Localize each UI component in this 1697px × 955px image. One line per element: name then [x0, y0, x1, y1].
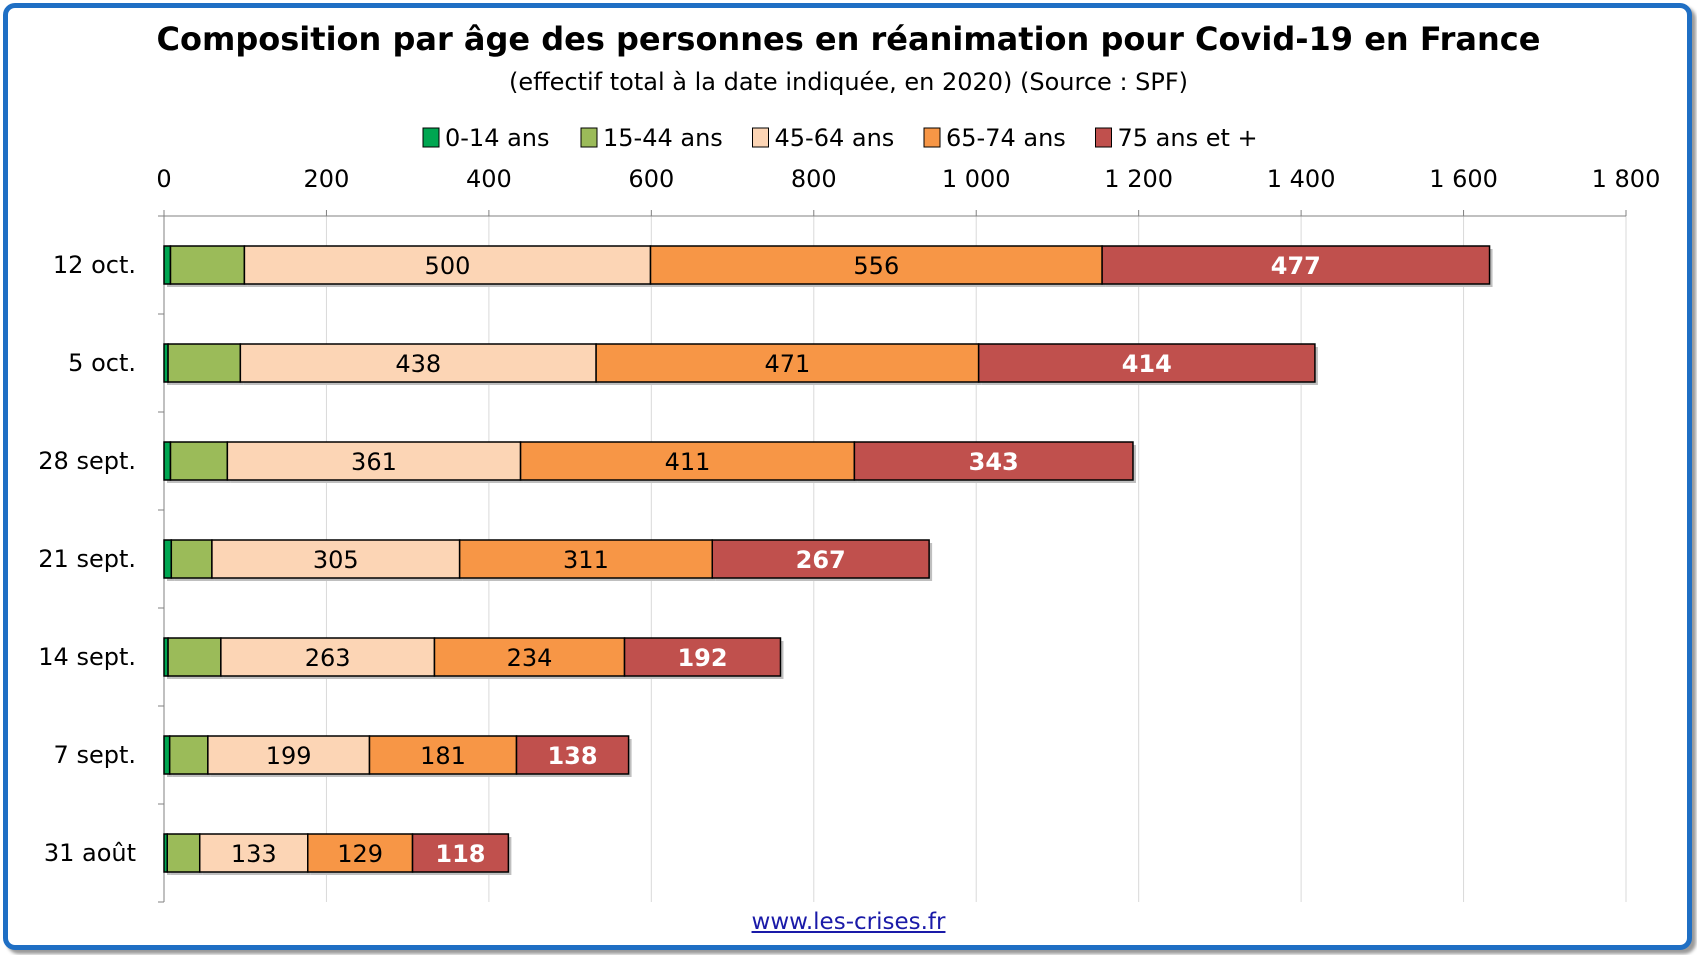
- bar-segment: [163, 735, 171, 775]
- legend-label: 65-74 ans: [946, 124, 1066, 152]
- data-label: 411: [665, 448, 711, 476]
- legend-swatch: [580, 127, 598, 148]
- bar-segment: [169, 245, 246, 285]
- x-tick-label: 600: [628, 165, 674, 193]
- data-label: 199: [266, 742, 312, 770]
- data-label: 129: [337, 840, 383, 868]
- bar-segment: [1101, 245, 1491, 285]
- bar-segment: [166, 833, 201, 873]
- bar-segment: [519, 441, 856, 481]
- bar-segment: [169, 441, 229, 481]
- legend-label: 0-14 ans: [445, 124, 550, 152]
- category-label: 12 oct.: [53, 251, 136, 279]
- data-label: 477: [1271, 252, 1321, 280]
- y-axis: 12 oct. 5 oct. 28 sept. 21 sept. 14 sept. 7 s…: [38, 215, 164, 903]
- bar-segment: [170, 539, 213, 579]
- legend: 0-14 ans 15-44 ans 45-64 ans 65-74 ans 75 an…: [422, 124, 1258, 152]
- bar-segment: [168, 735, 209, 775]
- legend-label: 15-44 ans: [603, 124, 723, 152]
- bar-segment: [977, 343, 1316, 383]
- data-label: 305: [313, 546, 359, 574]
- bar-segment: [163, 245, 172, 285]
- bar-segment: [411, 833, 510, 873]
- bar-segment: [198, 833, 309, 873]
- bar-segment: [853, 441, 1134, 481]
- x-tick-label: 1 600: [1429, 165, 1498, 193]
- x-tick-label: 200: [304, 165, 350, 193]
- bar-segment: [711, 539, 930, 579]
- x-tick-label: 0: [156, 165, 171, 193]
- legend-label: 45-64 ans: [775, 124, 895, 152]
- data-label: 438: [395, 350, 441, 378]
- x-tick-label: 1 800: [1592, 165, 1661, 193]
- data-label: 267: [796, 546, 846, 574]
- bar-segment: [595, 343, 980, 383]
- category-label: 28 sept.: [38, 447, 136, 475]
- category-label: 14 sept.: [38, 643, 136, 671]
- x-tick-label: 400: [466, 165, 512, 193]
- category-label: 5 oct.: [68, 349, 136, 377]
- bar-segment: [220, 637, 436, 677]
- chart-subtitle: (effectif total à la date indiquée, en 2…: [508, 68, 1189, 96]
- bar-segment: [239, 343, 597, 383]
- legend-swatch: [422, 127, 440, 148]
- bar-segment: [458, 539, 713, 579]
- legend-label: 75 ans et +: [1118, 124, 1258, 152]
- x-axis: 0 200 400 600 800 1 000 1 200 1 400 1 600 1 800: [156, 165, 1660, 902]
- data-label: 500: [425, 252, 471, 280]
- bar-segment: [515, 735, 630, 775]
- legend-swatch: [923, 127, 941, 148]
- source-link[interactable]: www.les-crises.fr: [751, 909, 946, 935]
- bar-segment: [163, 441, 172, 481]
- bar-segment: [368, 735, 518, 775]
- bar-segment: [211, 539, 461, 579]
- x-tick-label: 1 200: [1104, 165, 1173, 193]
- data-label: 556: [853, 252, 899, 280]
- bar-segment: [167, 637, 222, 677]
- category-label: 21 sept.: [38, 545, 136, 573]
- data-label: 263: [305, 644, 351, 672]
- data-label: 471: [764, 350, 810, 378]
- category-label: 31 août: [44, 839, 136, 867]
- bar-segment: [433, 637, 626, 677]
- bar-segment: [163, 539, 173, 579]
- data-label: 311: [563, 546, 609, 574]
- data-label: 343: [969, 448, 1019, 476]
- data-label: 234: [507, 644, 553, 672]
- bar-segment: [243, 245, 652, 285]
- data-label: 361: [351, 448, 397, 476]
- bar-segment: [226, 441, 522, 481]
- chart-title: Composition par âge des personnes en réa…: [156, 20, 1541, 58]
- bars: 500 556 477 438 471 414 361 411 343 305 311 267 263 2…: [163, 245, 1493, 875]
- category-label: 7 sept.: [54, 741, 136, 769]
- data-label: 181: [420, 742, 466, 770]
- legend-swatch: [1095, 127, 1112, 148]
- data-label: 414: [1122, 350, 1172, 378]
- x-tick-label: 1 000: [942, 165, 1011, 193]
- bar-segment: [623, 637, 782, 677]
- bar-segment: [167, 343, 242, 383]
- legend-swatch: [752, 127, 769, 148]
- data-label: 118: [435, 840, 485, 868]
- bar-segment: [649, 245, 1103, 285]
- bar-segment: [207, 735, 371, 775]
- data-label: 192: [677, 644, 727, 672]
- data-label: 133: [231, 840, 277, 868]
- x-tick-label: 800: [791, 165, 837, 193]
- x-tick-label: 1 400: [1267, 165, 1336, 193]
- data-label: 138: [547, 742, 597, 770]
